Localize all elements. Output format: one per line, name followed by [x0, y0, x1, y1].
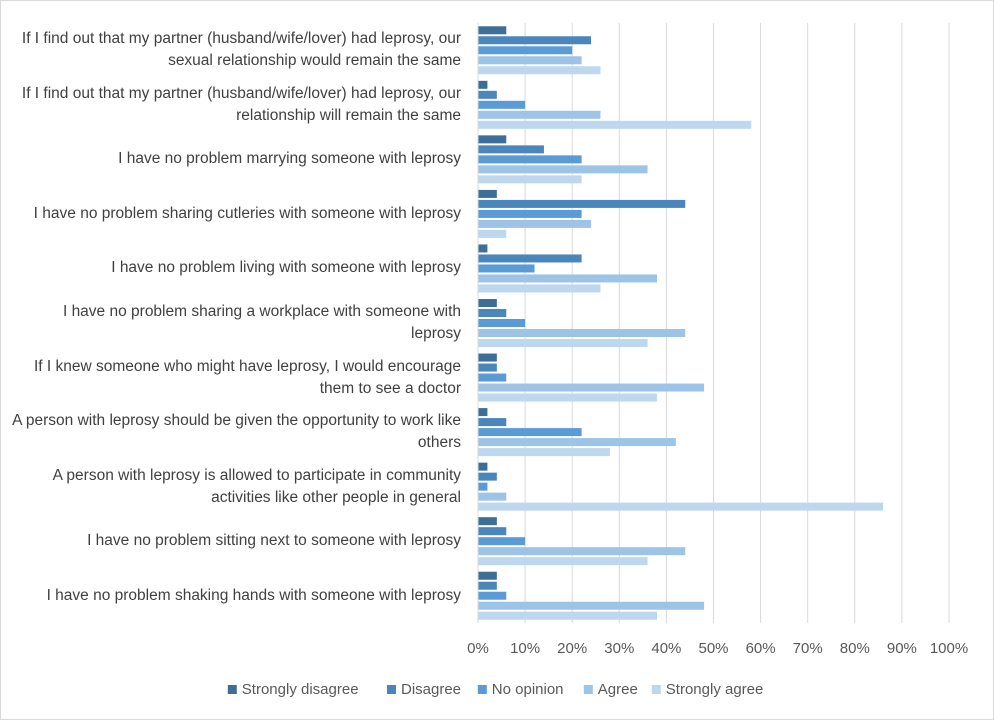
- bar: [478, 571, 497, 580]
- category-label: If I find out that my partner (husband/w…: [21, 30, 461, 70]
- legend-label: Strongly agree: [666, 681, 764, 698]
- x-tick-label: 100%: [930, 640, 968, 657]
- bar: [478, 80, 488, 89]
- bar: [478, 145, 544, 154]
- bar: [478, 100, 526, 109]
- legend-swatch: [387, 685, 396, 694]
- category-label: A person with leprosy is allowed to part…: [52, 466, 461, 506]
- x-tick-label: 60%: [746, 640, 776, 657]
- bar: [478, 299, 497, 307]
- bar: [478, 209, 582, 218]
- legend-swatch: [227, 685, 237, 694]
- bar: [478, 547, 686, 556]
- bar: [478, 309, 507, 317]
- bar: [478, 383, 705, 392]
- category-label: I have no problem sharing a workplace wi…: [62, 303, 461, 342]
- category-label: I have no problem shaking hands with som…: [46, 586, 461, 604]
- bar: [478, 537, 526, 546]
- bar: [478, 438, 676, 447]
- x-tick-label: 90%: [887, 640, 917, 657]
- bar: [478, 26, 507, 35]
- bar: [478, 264, 535, 273]
- bar: [478, 165, 648, 174]
- x-tick-label: 30%: [604, 640, 634, 657]
- legend-label: Disagree: [401, 681, 461, 698]
- bar: [478, 363, 497, 372]
- legend-label: No opinion: [492, 681, 564, 698]
- bar: [478, 492, 507, 501]
- category-label: I have no problem living with someone wi…: [111, 259, 461, 277]
- bar: [478, 36, 592, 45]
- bar: [478, 517, 497, 526]
- bar: [478, 120, 752, 129]
- bar: [478, 329, 686, 337]
- category-label: If I find out that my partner (husband/w…: [21, 84, 461, 124]
- category-label: I have no problem sitting next to someon…: [87, 532, 461, 550]
- bar: [478, 46, 573, 55]
- bar: [478, 408, 488, 417]
- bar: [478, 199, 686, 208]
- category-label: I have no problem marrying someone with …: [118, 150, 461, 168]
- x-tick-label: 50%: [698, 640, 728, 657]
- legend-swatch: [651, 685, 661, 694]
- legend-swatch: [477, 685, 487, 694]
- bar: [478, 284, 601, 293]
- bar: [478, 274, 657, 283]
- bar: [478, 482, 488, 491]
- bar: [478, 339, 648, 347]
- bar: [478, 155, 582, 164]
- bar: [478, 557, 648, 566]
- bar: [478, 254, 582, 263]
- bar: [478, 502, 884, 511]
- legend-label: Strongly disagree: [242, 681, 359, 698]
- bar: [478, 244, 488, 253]
- bar: [478, 66, 601, 75]
- bar: [478, 393, 657, 402]
- bar: [478, 581, 497, 590]
- bar: [478, 219, 592, 228]
- bar: [478, 319, 526, 327]
- bar: [478, 462, 488, 471]
- category-label: I have no problem sharing cutleries with…: [33, 204, 461, 222]
- bar: [478, 353, 497, 362]
- bar: [478, 428, 582, 437]
- bar: [478, 591, 507, 600]
- bar: [478, 90, 497, 99]
- category-label: A person with leprosy should be given th…: [12, 412, 461, 452]
- x-tick-label: 70%: [793, 640, 823, 657]
- legend-label: Agree: [598, 681, 638, 698]
- bar: [478, 229, 507, 238]
- bar: [478, 472, 497, 481]
- x-tick-label: 0%: [467, 640, 489, 657]
- bar: [478, 110, 601, 119]
- x-tick-label: 20%: [557, 640, 587, 657]
- x-tick-label: 10%: [510, 640, 540, 657]
- bar: [478, 175, 582, 184]
- bar: [478, 189, 497, 198]
- bar: [478, 56, 582, 65]
- category-label: If I knew someone who might have leprosy…: [33, 357, 461, 397]
- bar: [478, 135, 507, 144]
- x-tick-label: 40%: [651, 640, 681, 657]
- bar: [478, 527, 507, 536]
- x-tick-label: 80%: [840, 640, 870, 657]
- legend-swatch: [583, 685, 593, 694]
- bar: [478, 601, 705, 610]
- bar: [478, 611, 657, 620]
- bar: [478, 418, 507, 427]
- bar: [478, 373, 507, 382]
- bar: [478, 448, 610, 457]
